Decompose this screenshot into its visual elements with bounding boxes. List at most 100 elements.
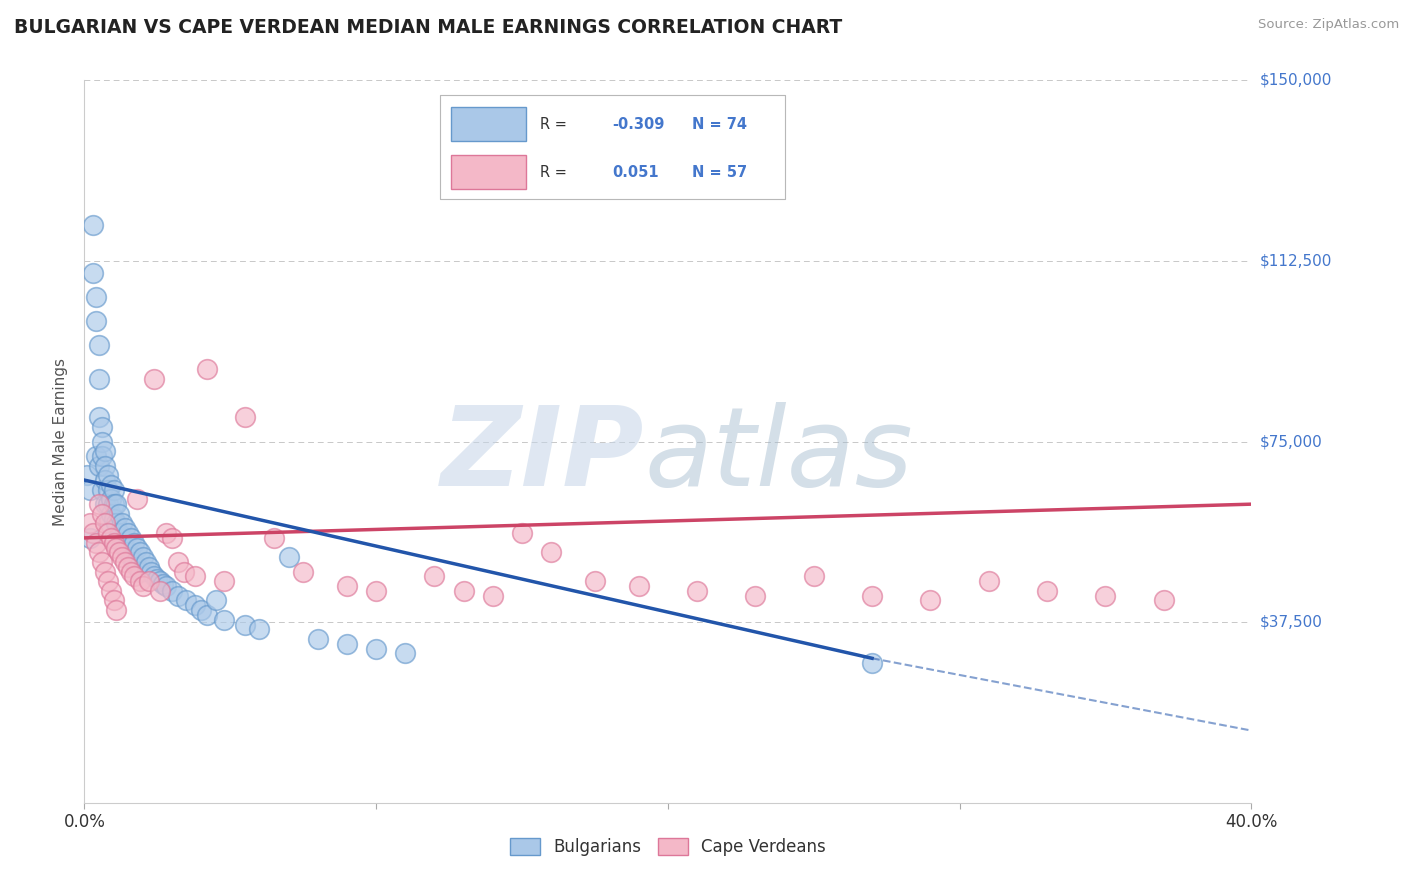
Point <box>94 516 117 531</box>
Point <box>249 623 271 637</box>
Point <box>94 458 117 473</box>
Legend: Bulgarians, Cape Verdeans: Bulgarians, Cape Verdeans <box>503 831 832 863</box>
Point <box>84 449 107 463</box>
Point <box>128 574 150 589</box>
Point <box>482 589 505 603</box>
Point <box>82 526 104 541</box>
Point <box>195 362 218 376</box>
Point <box>138 574 160 589</box>
Point <box>146 572 169 586</box>
Point <box>366 641 388 656</box>
Point <box>103 497 125 511</box>
Point <box>122 535 145 549</box>
Point <box>100 507 122 521</box>
Point <box>214 613 236 627</box>
Point <box>114 541 136 555</box>
Point <box>117 526 139 541</box>
Point <box>860 656 883 670</box>
Point <box>155 579 177 593</box>
Point <box>87 545 110 559</box>
Point <box>114 555 136 569</box>
Point <box>90 507 112 521</box>
Point <box>173 565 195 579</box>
Point <box>97 574 120 589</box>
Point <box>105 516 128 531</box>
Point <box>84 535 107 549</box>
Point <box>977 574 1000 589</box>
Point <box>143 569 166 583</box>
Point <box>94 473 117 487</box>
Point <box>744 589 766 603</box>
Point <box>114 521 136 535</box>
Point <box>263 531 285 545</box>
Point <box>94 444 117 458</box>
Point <box>84 314 107 328</box>
Point <box>79 516 101 531</box>
Point <box>105 603 128 617</box>
Point <box>103 531 125 545</box>
Point <box>166 589 188 603</box>
Point <box>117 559 139 574</box>
Point <box>686 583 709 598</box>
Point <box>453 583 475 598</box>
Point <box>82 218 104 232</box>
Point <box>117 545 139 559</box>
Point <box>120 550 142 565</box>
Point <box>105 541 128 555</box>
Point <box>100 492 122 507</box>
Point <box>87 410 110 425</box>
Point <box>111 550 134 565</box>
Point <box>166 555 188 569</box>
Text: $37,500: $37,500 <box>1260 615 1323 630</box>
Point <box>90 555 112 569</box>
Point <box>103 593 125 607</box>
Point <box>100 531 122 545</box>
Text: $75,000: $75,000 <box>1260 434 1323 449</box>
Point <box>120 531 142 545</box>
Point <box>132 550 155 565</box>
Point <box>97 497 120 511</box>
Point <box>176 593 198 607</box>
Point <box>90 483 112 497</box>
Point <box>233 410 256 425</box>
Point <box>90 434 112 449</box>
Point <box>82 266 104 280</box>
Point <box>160 531 183 545</box>
Point <box>97 468 120 483</box>
Point <box>120 565 142 579</box>
Point <box>204 593 226 607</box>
Text: $150,000: $150,000 <box>1260 73 1331 87</box>
Point <box>97 526 120 541</box>
Point <box>860 589 883 603</box>
Point <box>214 574 236 589</box>
Point <box>87 497 110 511</box>
Point <box>510 526 533 541</box>
Point <box>128 565 150 579</box>
Point <box>1153 593 1175 607</box>
Point <box>103 483 125 497</box>
Text: Source: ZipAtlas.com: Source: ZipAtlas.com <box>1258 18 1399 31</box>
Point <box>132 579 155 593</box>
Text: BULGARIAN VS CAPE VERDEAN MEDIAN MALE EARNINGS CORRELATION CHART: BULGARIAN VS CAPE VERDEAN MEDIAN MALE EA… <box>14 18 842 37</box>
Point <box>1036 583 1059 598</box>
Point <box>184 569 207 583</box>
Point <box>155 526 177 541</box>
Point <box>138 559 160 574</box>
Point <box>233 617 256 632</box>
Point <box>94 565 117 579</box>
Point <box>190 603 212 617</box>
Point <box>90 449 112 463</box>
Point <box>79 531 101 545</box>
Point <box>94 497 117 511</box>
Text: $112,500: $112,500 <box>1260 253 1331 268</box>
Point <box>195 607 218 622</box>
Point <box>141 565 163 579</box>
Point <box>307 632 329 646</box>
Point <box>108 545 131 559</box>
Point <box>394 647 416 661</box>
Text: atlas: atlas <box>644 402 912 509</box>
Point <box>627 579 650 593</box>
Point <box>97 516 120 531</box>
Point <box>540 545 562 559</box>
Point <box>87 338 110 352</box>
